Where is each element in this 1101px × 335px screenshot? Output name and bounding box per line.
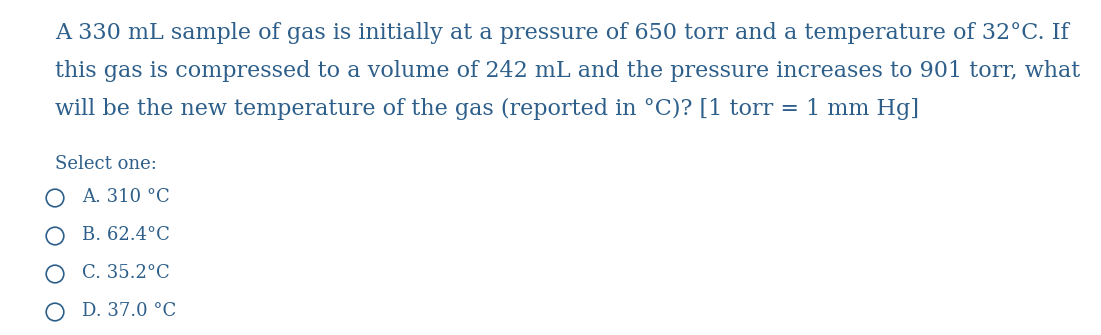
Text: C. 35.2°C: C. 35.2°C xyxy=(81,264,170,282)
Text: A 330 mL sample of gas is initially at a pressure of 650 torr and a temperature : A 330 mL sample of gas is initially at a… xyxy=(55,22,1069,44)
Text: B. 62.4°C: B. 62.4°C xyxy=(81,226,170,244)
Text: D. 37.0 °C: D. 37.0 °C xyxy=(81,302,176,320)
Text: will be the new temperature of the gas (reported in °C)? [1 torr = 1 mm Hg]: will be the new temperature of the gas (… xyxy=(55,98,919,120)
Text: this gas is compressed to a volume of 242 mL and the pressure increases to 901 t: this gas is compressed to a volume of 24… xyxy=(55,60,1080,82)
Text: A. 310 °C: A. 310 °C xyxy=(81,188,170,206)
Text: Select one:: Select one: xyxy=(55,155,156,173)
